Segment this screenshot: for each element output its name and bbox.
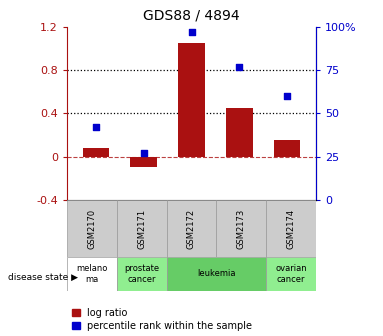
Text: GSM2174: GSM2174 bbox=[286, 208, 296, 249]
Bar bbox=[83, 148, 109, 157]
Text: prostate
cancer: prostate cancer bbox=[124, 264, 159, 284]
Bar bbox=[167, 257, 266, 291]
Point bbox=[236, 64, 242, 69]
Bar bbox=[178, 43, 205, 157]
Bar bbox=[117, 200, 167, 257]
Bar bbox=[117, 257, 167, 291]
Text: disease state ▶: disease state ▶ bbox=[8, 273, 78, 282]
Text: GSM2172: GSM2172 bbox=[187, 208, 196, 249]
Bar bbox=[216, 200, 266, 257]
Bar bbox=[131, 157, 157, 167]
Text: GSM2173: GSM2173 bbox=[237, 208, 246, 249]
Text: melano
ma: melano ma bbox=[76, 264, 108, 284]
Text: ovarian
cancer: ovarian cancer bbox=[275, 264, 307, 284]
Point bbox=[93, 125, 99, 130]
Bar bbox=[67, 200, 117, 257]
Text: GSM2171: GSM2171 bbox=[137, 208, 146, 249]
Bar bbox=[226, 108, 252, 157]
Bar bbox=[67, 257, 117, 291]
Bar bbox=[266, 257, 316, 291]
Bar bbox=[266, 200, 316, 257]
Point bbox=[284, 93, 290, 99]
Bar bbox=[274, 140, 300, 157]
Title: GDS88 / 4894: GDS88 / 4894 bbox=[143, 9, 240, 23]
Text: GSM2170: GSM2170 bbox=[87, 208, 97, 249]
Text: leukemia: leukemia bbox=[197, 269, 236, 278]
Legend: log ratio, percentile rank within the sample: log ratio, percentile rank within the sa… bbox=[72, 308, 252, 331]
Point bbox=[188, 29, 195, 35]
Bar bbox=[167, 200, 216, 257]
Point bbox=[141, 151, 147, 156]
